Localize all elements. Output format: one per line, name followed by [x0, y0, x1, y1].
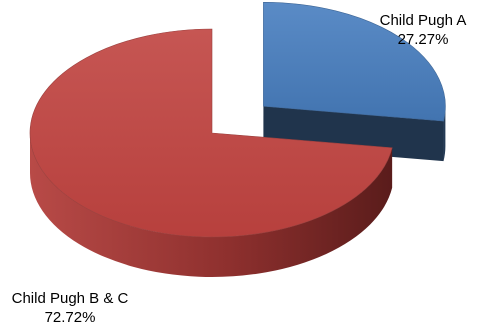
slice-value-child-pugh-a: 27.27%	[398, 31, 449, 48]
slice-label-child-pugh-a: Child Pugh A	[380, 12, 467, 29]
slice-side-child-pugh-b-c	[30, 133, 393, 278]
slice-label-child-pugh-bc: Child Pugh B & C	[12, 290, 129, 307]
slice-value-child-pugh-bc: 72.72%	[45, 309, 96, 326]
slice-child-pugh-b-c	[29, 28, 393, 238]
slice-child-pugh-a	[263, 1, 446, 122]
